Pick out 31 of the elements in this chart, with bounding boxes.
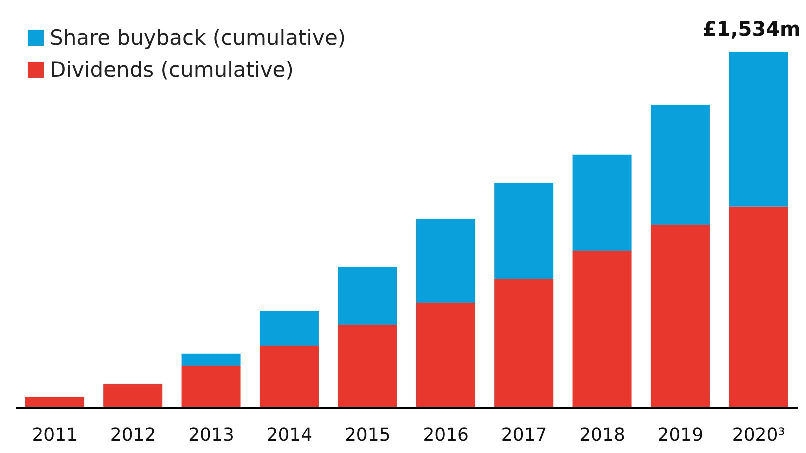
bar xyxy=(182,354,241,366)
x-tick-label: 2013 xyxy=(188,424,234,446)
x-tick-label: 2015 xyxy=(344,424,391,446)
x-tick-label: 2014 xyxy=(266,424,313,446)
x-tick-label: 2017 xyxy=(501,424,548,446)
annotation: £1,534m xyxy=(702,17,801,41)
bar xyxy=(494,183,554,280)
bar xyxy=(104,384,163,408)
x-tick-label: 2016 xyxy=(423,424,470,446)
x-tick-label: 2020³ xyxy=(732,424,786,446)
bar xyxy=(260,346,319,408)
bar xyxy=(25,396,84,408)
bar xyxy=(338,325,398,408)
legend-label: Dividends (cumulative) xyxy=(50,57,294,84)
bar xyxy=(650,225,710,408)
bar xyxy=(572,154,632,252)
bar xyxy=(416,218,476,303)
bar xyxy=(260,311,319,346)
bar xyxy=(182,366,241,408)
x-tick-label: 2019 xyxy=(658,424,704,446)
x-tick-label: 2011 xyxy=(32,424,78,446)
bar xyxy=(650,105,710,226)
x-tick-label: 2018 xyxy=(580,424,626,446)
bar xyxy=(729,52,788,207)
bar xyxy=(494,279,554,408)
bar xyxy=(729,206,788,408)
legend-label: Share buyback (cumulative) xyxy=(50,25,346,52)
bar xyxy=(416,302,476,408)
x-tick-label: 2012 xyxy=(110,424,156,446)
bar xyxy=(338,267,398,326)
bar xyxy=(572,251,632,408)
